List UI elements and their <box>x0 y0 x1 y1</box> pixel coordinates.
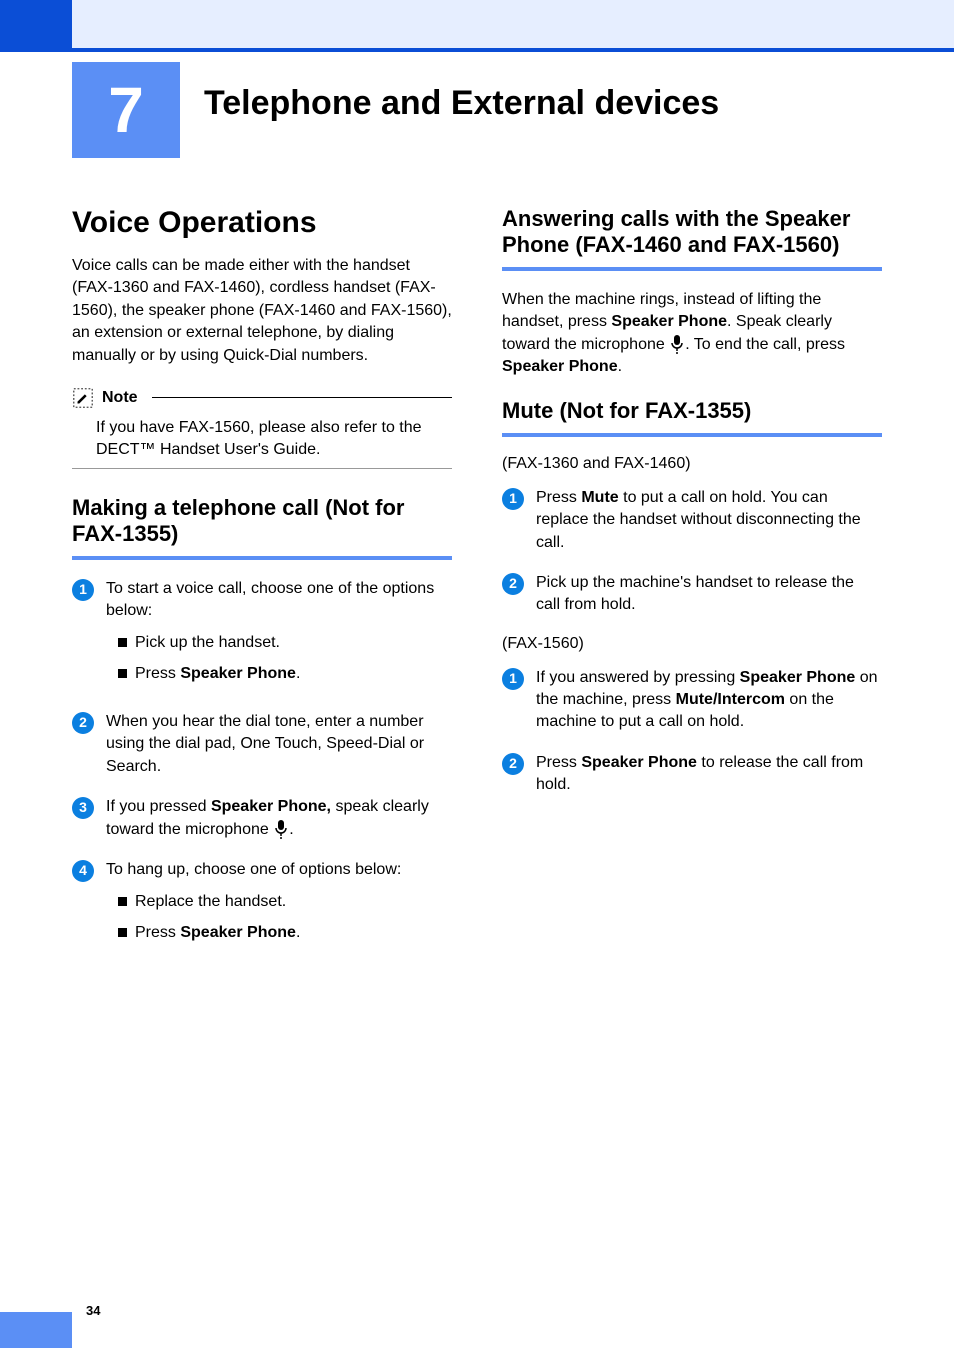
step-number-icon: 1 <box>72 579 94 601</box>
answering-paragraph: When the machine rings, instead of lifti… <box>502 289 882 379</box>
step-4: 4 To hang up, choose one of options belo… <box>72 859 452 952</box>
bullet-text: Press Speaker Phone. <box>135 663 300 685</box>
note-label: Note <box>102 389 138 407</box>
bullet-square-icon <box>118 928 127 937</box>
section-heading-voice-operations: Voice Operations <box>72 206 452 239</box>
step-number-icon: 1 <box>502 668 524 690</box>
para-bold: Speaker Phone <box>611 313 727 330</box>
step-body: When you hear the dial tone, enter a num… <box>106 711 452 778</box>
bullet-list: Replace the handset. Press Speaker Phone… <box>106 891 452 944</box>
bullet-bold: Speaker Phone <box>180 665 296 682</box>
microphone-icon <box>273 819 289 839</box>
step-pre: If you answered by pressing <box>536 669 740 686</box>
step-number-icon: 2 <box>502 753 524 775</box>
left-column: Voice Operations Voice calls can be made… <box>72 206 452 970</box>
bullet-post: . <box>296 665 300 682</box>
bottom-left-tab <box>0 1312 72 1348</box>
sub-models-2: (FAX-1560) <box>502 635 882 653</box>
step-3: 3 If you pressed Speaker Phone, speak cl… <box>72 796 452 841</box>
subsection-mute: Mute (Not for FAX-1355) <box>502 398 882 436</box>
step-number-icon: 3 <box>72 797 94 819</box>
step-bold: Speaker Phone, <box>211 798 331 815</box>
step-body: To hang up, choose one of options below:… <box>106 859 452 952</box>
step-number-icon: 2 <box>72 712 94 734</box>
para-bold2: Speaker Phone <box>502 358 618 375</box>
intro-paragraph: Voice calls can be made either with the … <box>72 255 452 367</box>
step-tail: . <box>289 821 293 838</box>
step-body: To start a voice call, choose one of the… <box>106 578 452 694</box>
microphone-icon <box>669 334 685 354</box>
bullet-square-icon <box>118 669 127 678</box>
bullet-item: Replace the handset. <box>106 891 452 913</box>
subsection-answering-calls: Answering calls with the Speaker Phone (… <box>502 206 882 271</box>
bullet-list: Pick up the handset. Press Speaker Phone… <box>106 632 452 685</box>
step-bold: Speaker Phone <box>740 669 856 686</box>
note-body: If you have FAX-1560, please also refer … <box>72 413 452 469</box>
content-columns: Voice Operations Voice calls can be made… <box>0 158 954 970</box>
mute-b-step-2: 2 Press Speaker Phone to release the cal… <box>502 752 882 797</box>
mute-a-step-2: 2 Pick up the machine's handset to relea… <box>502 572 882 617</box>
step-body: Press Mute to put a call on hold. You ca… <box>536 487 882 554</box>
bullet-item: Press Speaker Phone. <box>106 922 452 944</box>
step-text: To start a voice call, choose one of the… <box>106 580 434 619</box>
bullet-post: . <box>296 924 300 941</box>
note-pencil-icon <box>72 387 94 409</box>
mute-a-step-1: 1 Press Mute to put a call on hold. You … <box>502 487 882 554</box>
step-bold2: Mute/Intercom <box>676 691 785 708</box>
bullet-pre: Press <box>135 665 180 682</box>
para-mid2: . To end the call, press <box>685 336 845 353</box>
bullet-square-icon <box>118 638 127 647</box>
step-text: To hang up, choose one of options below: <box>106 861 401 878</box>
step-number-icon: 1 <box>502 488 524 510</box>
step-bold: Mute <box>581 489 618 506</box>
subsection-making-call: Making a telephone call (Not for FAX-135… <box>72 495 452 560</box>
bullet-text: Pick up the handset. <box>135 632 280 654</box>
chapter-number-box: 7 <box>72 62 180 158</box>
step-pre: If you pressed <box>106 798 211 815</box>
para-tail: . <box>618 358 622 375</box>
step-bold: Speaker Phone <box>581 754 697 771</box>
step-2: 2 When you hear the dial tone, enter a n… <box>72 711 452 778</box>
step-body: If you answered by pressing Speaker Phon… <box>536 667 882 734</box>
top-blue-band <box>0 48 954 52</box>
bullet-text: Replace the handset. <box>135 891 286 913</box>
step-body: If you pressed Speaker Phone, speak clea… <box>106 796 452 841</box>
note-rule <box>152 397 452 398</box>
page-number: 34 <box>86 1303 100 1318</box>
step-number-icon: 2 <box>502 573 524 595</box>
bullet-item: Pick up the handset. <box>106 632 452 654</box>
sub-models-1: (FAX-1360 and FAX-1460) <box>502 455 882 473</box>
top-left-blue-block <box>0 0 72 52</box>
bullet-text: Press Speaker Phone. <box>135 922 300 944</box>
bullet-pre: Press <box>135 924 180 941</box>
right-column: Answering calls with the Speaker Phone (… <box>502 206 882 970</box>
chapter-header: 7 Telephone and External devices <box>0 62 954 158</box>
step-pre: Press <box>536 489 581 506</box>
step-body: Press Speaker Phone to release the call … <box>536 752 882 797</box>
bullet-bold: Speaker Phone <box>180 924 296 941</box>
bullet-square-icon <box>118 897 127 906</box>
bullet-item: Press Speaker Phone. <box>106 663 452 685</box>
step-body: Pick up the machine's handset to release… <box>536 572 882 617</box>
step-pre: Press <box>536 754 581 771</box>
top-light-band <box>0 0 954 48</box>
mute-b-step-1: 1 If you answered by pressing Speaker Ph… <box>502 667 882 734</box>
chapter-title: Telephone and External devices <box>204 84 719 123</box>
step-number-icon: 4 <box>72 860 94 882</box>
step-1: 1 To start a voice call, choose one of t… <box>72 578 452 694</box>
note-header: Note <box>72 387 452 409</box>
